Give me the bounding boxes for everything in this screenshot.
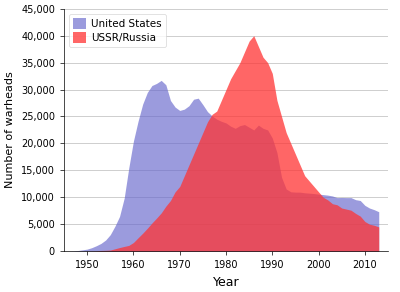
- Legend: United States, USSR/Russia: United States, USSR/Russia: [69, 14, 166, 47]
- X-axis label: Year: Year: [213, 276, 239, 289]
- Y-axis label: Number of warheads: Number of warheads: [6, 72, 16, 188]
